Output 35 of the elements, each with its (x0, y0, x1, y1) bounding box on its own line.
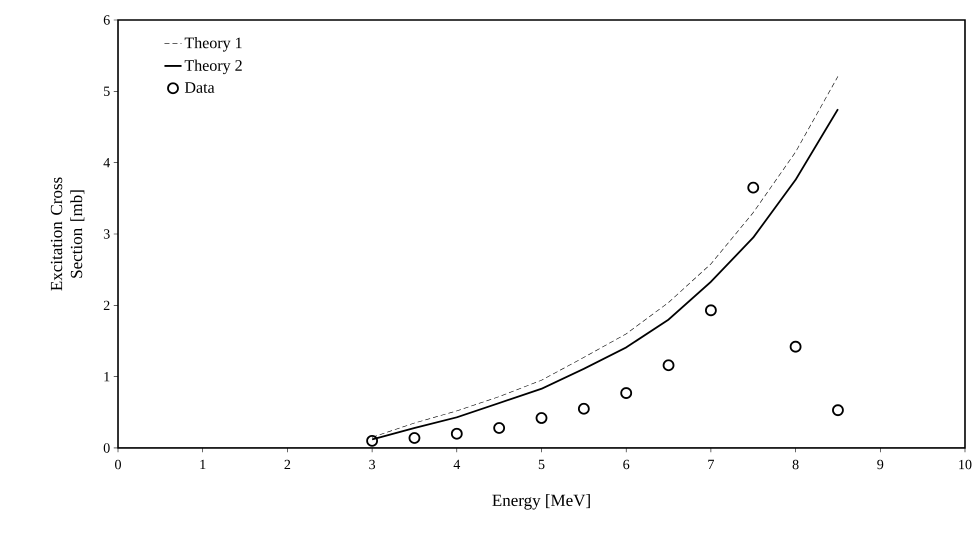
x-tick-label: 4 (454, 460, 460, 469)
y-tick-label: 1 (104, 372, 110, 382)
point (493, 422, 506, 434)
y-tick-label: 2 (104, 300, 110, 310)
x-tick-label: 1 (200, 460, 206, 470)
legend-label: Data (184, 82, 214, 93)
x-tick-label: 0 (115, 460, 121, 470)
x-tick-label: 6 (623, 460, 630, 470)
x-tick-label: 7 (708, 460, 714, 469)
point (662, 359, 674, 372)
x-tick-label: 3 (369, 460, 376, 470)
x-tick-label: 5 (538, 460, 544, 470)
point (450, 428, 463, 440)
y-axis-title: Excitation Cross Section [mb] (50, 177, 84, 291)
point (747, 182, 760, 194)
point (832, 404, 844, 416)
legend-label: Theory 1 (184, 37, 242, 52)
x-tick-label: 2 (284, 460, 290, 470)
point (705, 304, 717, 316)
x-tick-label: 10 (959, 460, 972, 470)
point (578, 402, 590, 415)
x-axis-title: Energy [MeV] (492, 494, 590, 510)
x-tick-label: 9 (877, 460, 884, 470)
point (536, 412, 548, 424)
y-tick-label: 0 (104, 443, 110, 453)
point (366, 434, 378, 447)
y-tick-label: 6 (104, 15, 110, 25)
y-tick-label: 3 (104, 229, 110, 239)
y-tick-label: 5 (104, 86, 110, 96)
point (408, 432, 420, 444)
y-tick-label: 4 (103, 158, 110, 168)
point (790, 340, 802, 353)
point (620, 387, 632, 399)
legend-label: Theory 2 (184, 60, 242, 74)
x-tick-label: 8 (792, 460, 799, 470)
